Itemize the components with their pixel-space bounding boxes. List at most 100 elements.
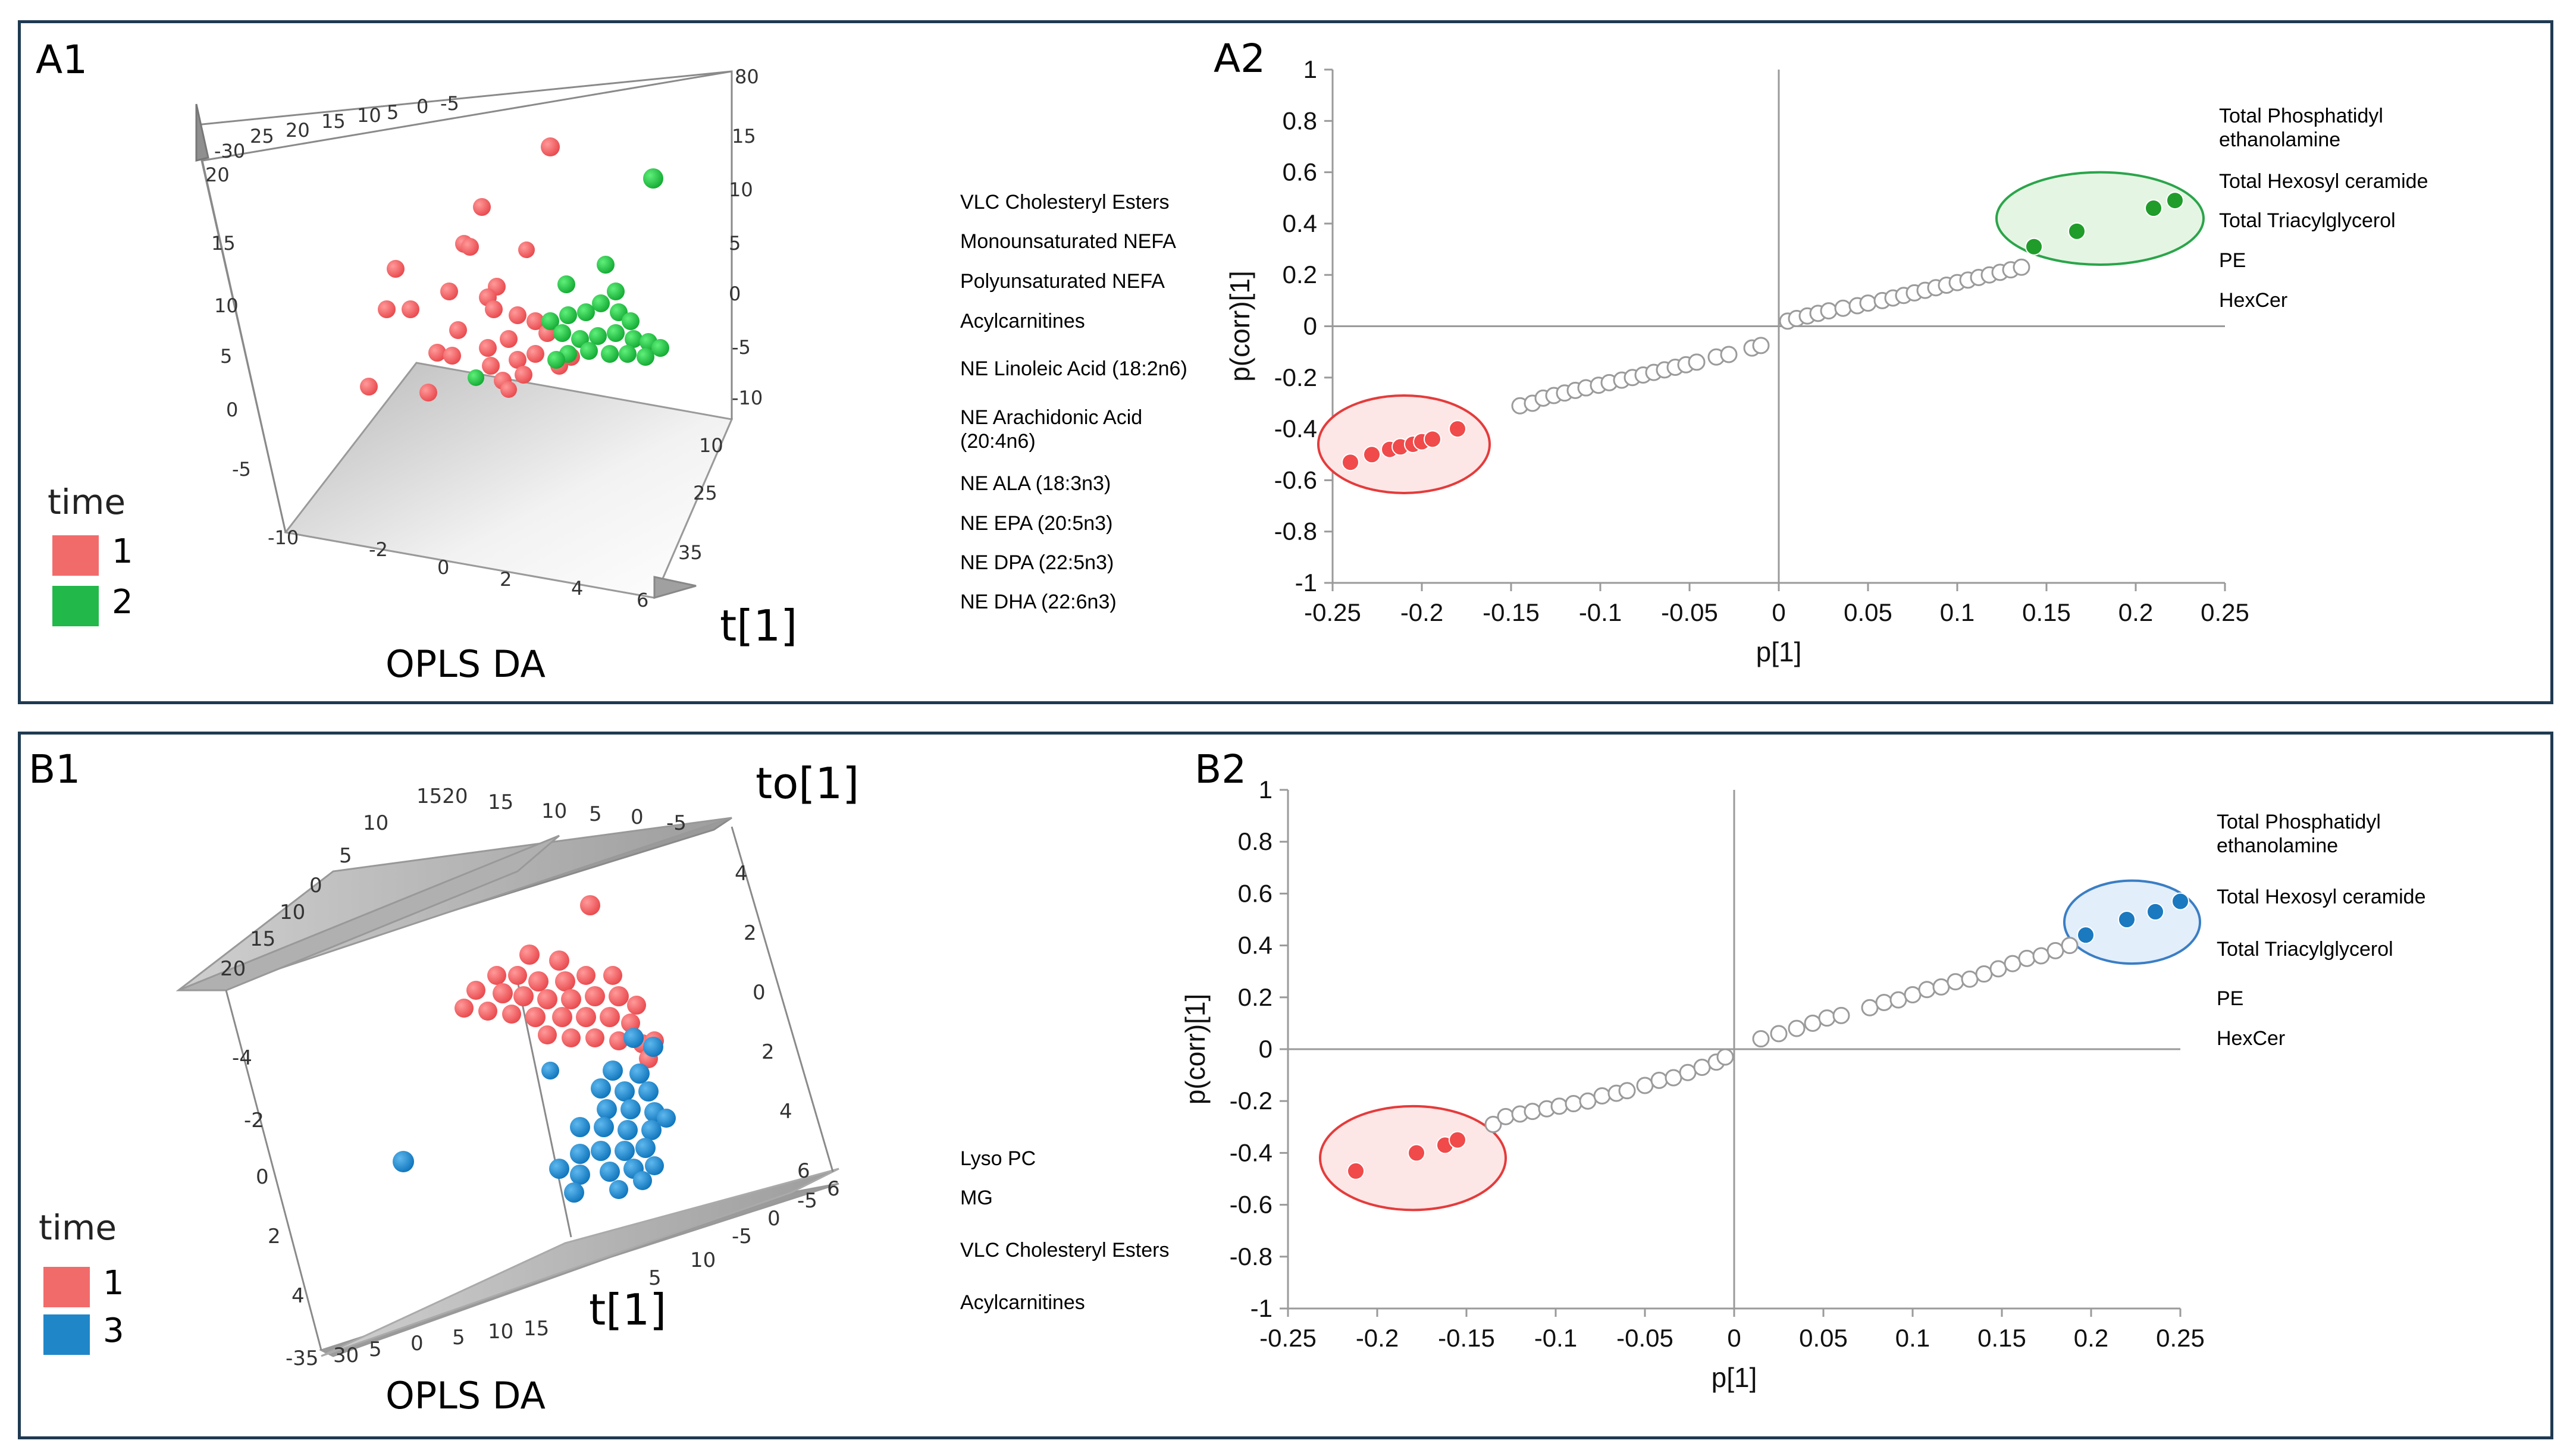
b-mid-label-list: Lyso PC MG VLC Cholesteryl Esters Acylca… <box>960 1147 1222 1325</box>
a2-x-tick-label: -0.15 <box>1483 598 1540 626</box>
b2-neutral-point <box>1593 1087 1611 1104</box>
a1-legend-label-1: 1 <box>112 532 133 571</box>
b2-neutral-point <box>1961 970 1979 988</box>
b-mid-label: Lyso PC <box>960 1147 1036 1170</box>
svg-text:-2: -2 <box>369 538 388 561</box>
svg-text:-5: -5 <box>732 336 751 359</box>
a2-right-label: Total Hexosyl ceramide <box>2219 170 2428 193</box>
svg-text:0: 0 <box>767 1207 781 1231</box>
b2-series-1-point <box>1449 1131 1466 1149</box>
a2-y-tick-label: 0 <box>1303 312 1317 340</box>
a2-y-tick-label: -0.6 <box>1274 466 1317 494</box>
b1-red-points <box>455 895 664 1068</box>
svg-text:35: 35 <box>678 541 703 564</box>
a2-right-label: Total Triacylglycerol <box>2219 209 2396 232</box>
b2-neutral-point <box>1550 1097 1568 1115</box>
b2-x-tick-label: 0.2 <box>2074 1324 2108 1352</box>
a-mid-label: VLC Cholesteryl Esters <box>960 191 1170 214</box>
a1-legend: time 1 2 <box>48 482 149 642</box>
svg-text:-5: -5 <box>232 458 251 481</box>
b1-box <box>175 817 839 1357</box>
svg-text:5: 5 <box>452 1326 465 1350</box>
panel-b <box>18 732 2553 1439</box>
b2-y-tick-label: 1 <box>1259 776 1273 804</box>
b1-legend: time 1 3 <box>39 1207 140 1374</box>
a2-x-axis-label: p[1] <box>1756 636 1802 667</box>
svg-text:4: 4 <box>779 1100 792 1124</box>
a2-y-tick-label: -1 <box>1295 569 1317 597</box>
a2-x-tick-label: 0 <box>1772 598 1785 626</box>
svg-text:6: 6 <box>637 589 648 611</box>
b2-neutral-point <box>1932 978 1950 996</box>
b2-y-axis-label: p(corr)[1] <box>1180 994 1211 1105</box>
a2-right-label: Total Phosphatidyl ethanolamine <box>2219 105 2383 151</box>
svg-text:25: 25 <box>693 482 717 504</box>
svg-text:1520: 1520 <box>416 785 468 808</box>
b2-series-2-point <box>2171 892 2189 911</box>
svg-text:-30: -30 <box>214 140 245 162</box>
b2-series-2-point <box>2118 911 2136 928</box>
b2-neutral-point <box>1679 1063 1697 1081</box>
a2-series-2-point <box>2068 222 2086 240</box>
b2-x-axis-label: p[1] <box>1712 1362 1757 1393</box>
b2-neutral-point <box>1770 1025 1788 1043</box>
a-mid-label: NE Linoleic Acid (18:2n6) <box>960 357 1187 380</box>
a-mid-label: NE ALA (18:3n3) <box>960 472 1111 495</box>
a2-x-tick-label: 0.25 <box>2201 598 2249 626</box>
svg-text:10: 10 <box>214 294 239 317</box>
b1-legend-title: time <box>39 1207 117 1248</box>
svg-text:2: 2 <box>500 568 512 591</box>
a2-neutral-point <box>1720 346 1738 363</box>
a2-x-tick-label: 0.1 <box>1940 598 1974 626</box>
a2-series-2-point <box>2166 192 2184 210</box>
b2-neutral-point <box>1918 981 1936 999</box>
b2-neutral-point <box>2046 942 2064 959</box>
a2-y-tick-label: -0.8 <box>1274 517 1317 545</box>
b-mid-label: MG <box>960 1187 993 1209</box>
a1-legend-label-2: 2 <box>112 583 133 622</box>
svg-text:-4: -4 <box>232 1046 252 1070</box>
svg-text:20: 20 <box>220 957 246 981</box>
b2-neutral-point <box>1889 991 1907 1009</box>
b2-series-2-point <box>2146 902 2164 921</box>
b2-neutral-point <box>1665 1069 1682 1087</box>
b2-y-tick-label: -0.8 <box>1230 1242 1273 1270</box>
panel-a1-label: A1 <box>36 37 88 83</box>
panel-a <box>18 20 2553 704</box>
a2-series-1-point <box>1449 420 1466 438</box>
svg-text:10: 10 <box>280 900 305 924</box>
a2-x-tick-label: 0.15 <box>2022 598 2071 626</box>
svg-text:15: 15 <box>732 125 756 148</box>
svg-text:15: 15 <box>524 1317 549 1341</box>
b2-neutral-point <box>1989 960 2007 978</box>
b2-right-label: PE <box>2217 987 2244 1010</box>
svg-text:5: 5 <box>369 1338 382 1361</box>
a2-y-tick-label: 0.4 <box>1283 209 1317 237</box>
b2-neutral-point <box>1636 1077 1654 1094</box>
a1-legend-title: time <box>48 482 126 522</box>
panel-b2-label: B2 <box>1195 746 1247 792</box>
b-mid-label: VLC Cholesteryl Esters <box>960 1239 1170 1262</box>
b1-legend-label-2: 3 <box>103 1311 124 1350</box>
b2-y-tick-label: -1 <box>1250 1294 1273 1322</box>
svg-text:30: 30 <box>333 1344 359 1367</box>
b2-neutral-point <box>1818 1009 1836 1027</box>
svg-text:20: 20 <box>286 119 310 142</box>
b2-x-tick-label: 0.1 <box>1895 1324 1930 1352</box>
a1-legend-swatch-1 <box>52 535 99 576</box>
b-mid-label: Acylcarnitines <box>960 1291 1085 1314</box>
a2-x-tick-label: -0.05 <box>1661 598 1718 626</box>
b2-x-tick-label: -0.15 <box>1438 1324 1495 1352</box>
b2-y-tick-label: -0.2 <box>1230 1087 1273 1115</box>
b2-neutral-point <box>2061 937 2079 955</box>
a-mid-label: NE EPA (20:5n3) <box>960 512 1113 535</box>
b2-neutral-point <box>1947 973 1964 991</box>
b2-neutral-point <box>1618 1082 1636 1100</box>
b2-neutral-point <box>2018 949 2036 967</box>
a2-y-tick-label: 1 <box>1303 55 1317 83</box>
svg-text:-2: -2 <box>244 1109 264 1132</box>
